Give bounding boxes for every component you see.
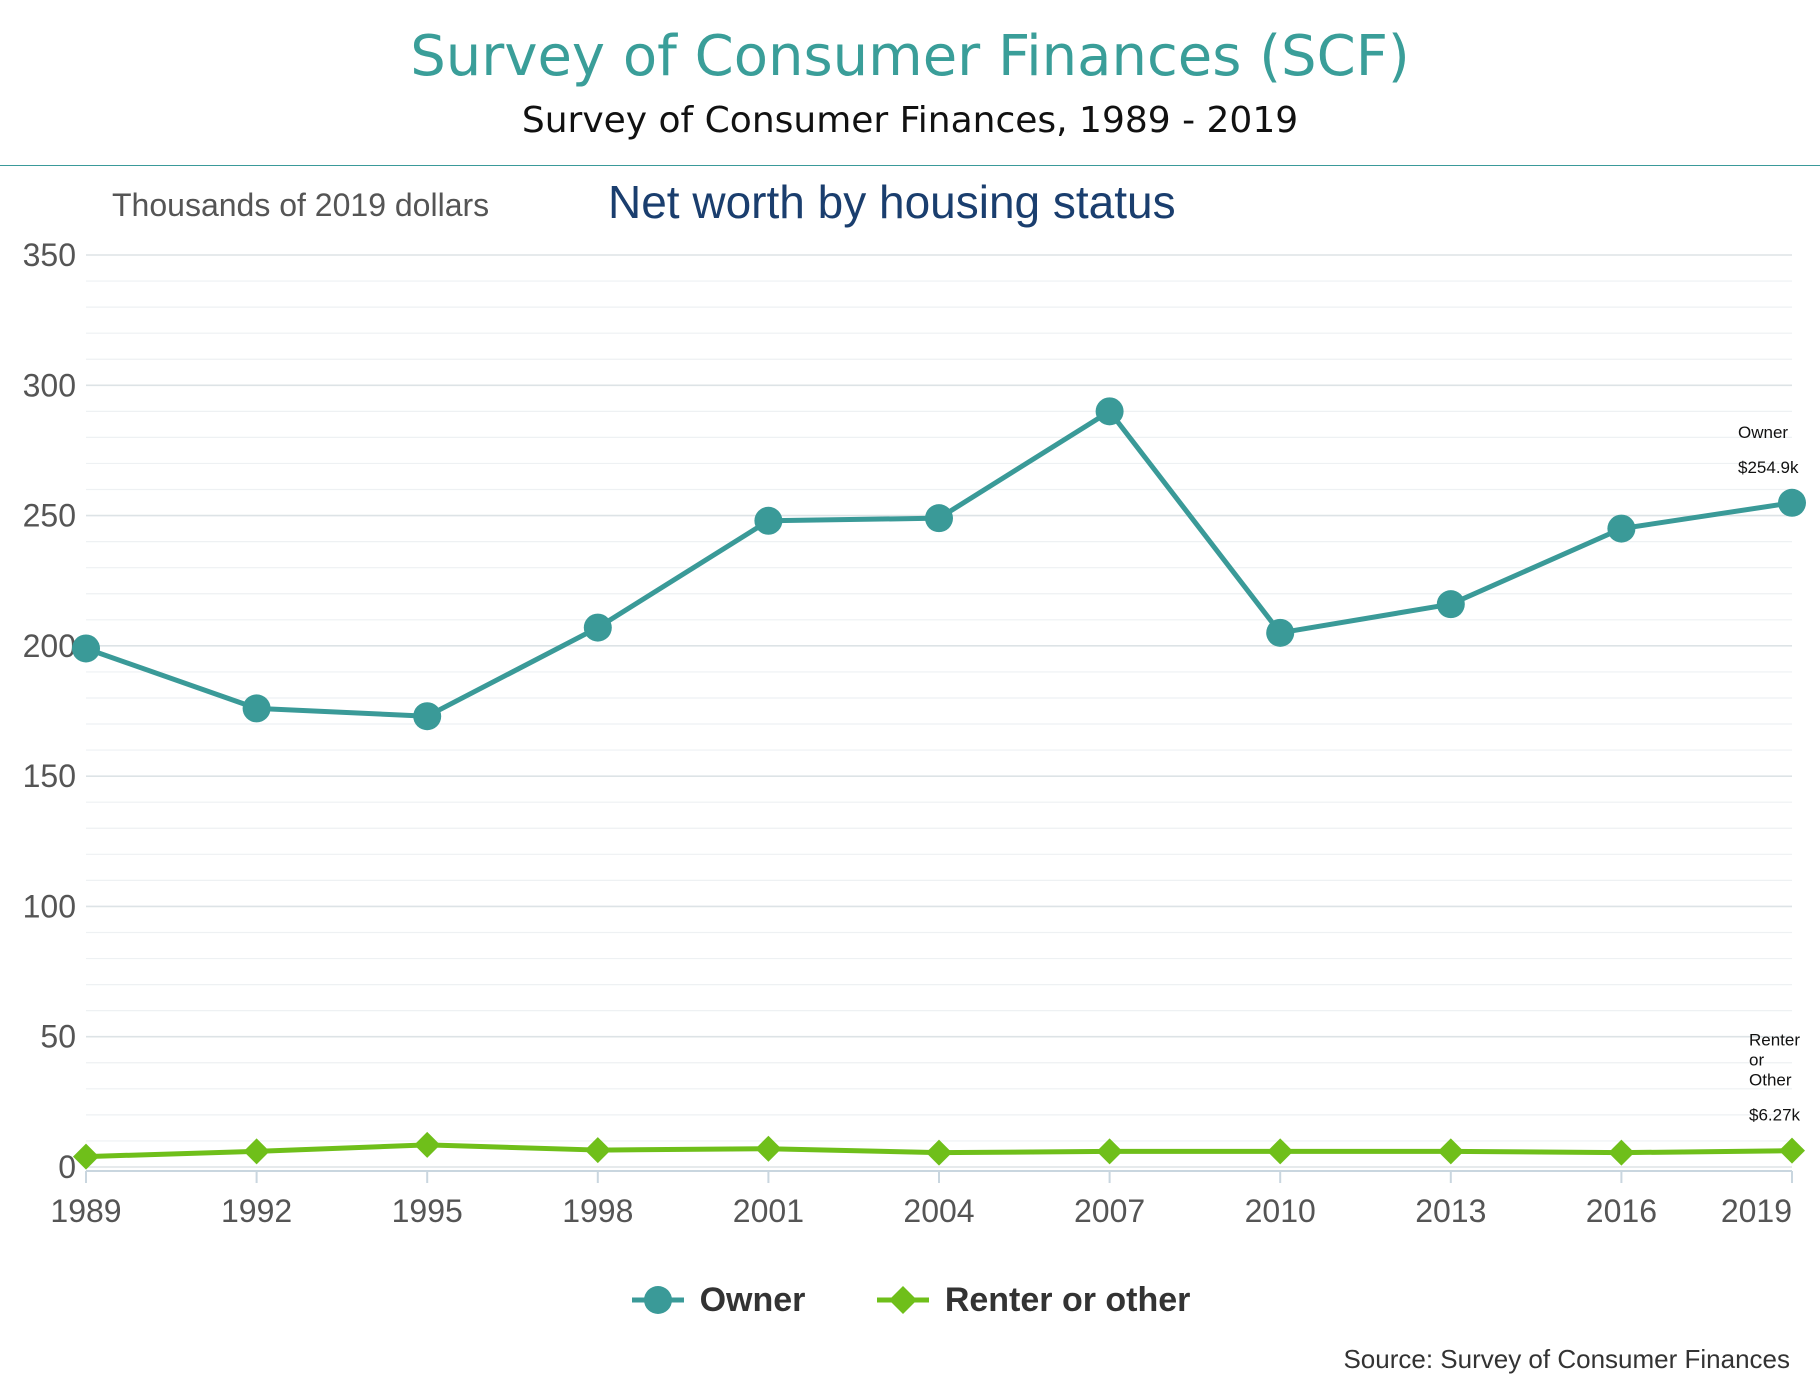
y-tick-label: 200 (23, 628, 76, 664)
end-label-value: $254.9k (1738, 458, 1799, 477)
end-label-name: Owner (1738, 423, 1788, 442)
data-point[interactable] (414, 1131, 441, 1158)
data-point[interactable] (73, 1143, 99, 1170)
y-tick-label: 250 (23, 498, 76, 534)
end-label-name: or (1749, 1051, 1764, 1070)
y-tick-label: 50 (40, 1019, 76, 1055)
data-point[interactable] (1267, 1138, 1294, 1165)
data-point[interactable] (926, 1139, 952, 1166)
page-header: Survey of Consumer Finances (SCF) Survey… (0, 0, 1820, 166)
y-tick-label: 350 (23, 237, 76, 273)
data-point[interactable] (1607, 514, 1636, 543)
series-owner (72, 397, 1806, 731)
x-tick-label: 2010 (1245, 1193, 1316, 1229)
data-point[interactable] (755, 1135, 782, 1162)
data-point[interactable] (242, 694, 271, 723)
grid-lines (85, 254, 1793, 1183)
data-point[interactable] (1608, 1139, 1635, 1166)
x-tick-label: 2001 (733, 1193, 804, 1229)
data-point[interactable] (925, 504, 953, 533)
data-point[interactable] (1436, 590, 1465, 619)
data-point[interactable] (1266, 618, 1295, 647)
data-point[interactable] (1096, 1138, 1123, 1165)
legend-label-renter: Renter or other (944, 1280, 1191, 1319)
line-chart: Thousands of 2019 dollars Net worth by h… (23, 176, 1806, 1229)
diamond-marker-icon (876, 1286, 929, 1314)
data-point[interactable] (1779, 1137, 1805, 1164)
x-tick-label: 2019 (1721, 1193, 1792, 1229)
y-axis-ticks: 0 50 100 150 200 250 300 350 (23, 237, 76, 1185)
data-point[interactable] (413, 702, 442, 731)
data-point[interactable] (583, 613, 612, 642)
end-label-name: Renter (1749, 1031, 1800, 1050)
circle-marker-icon (631, 1286, 684, 1314)
x-tick-label: 1992 (221, 1193, 292, 1229)
y-axis-label: Thousands of 2019 dollars (112, 187, 489, 223)
page-title: Survey of Consumer Finances (SCF) (410, 24, 1410, 89)
data-point[interactable] (1437, 1138, 1464, 1165)
x-tick-label: 2004 (903, 1193, 974, 1229)
x-axis-ticks: 1989 1992 1995 1998 2001 2004 2007 2010 2013 2016… (50, 1193, 1792, 1229)
y-tick-label: 150 (23, 758, 76, 794)
data-point[interactable] (1095, 397, 1124, 426)
end-label-value: $6.27k (1749, 1106, 1801, 1125)
page-subtitle: Survey of Consumer Finances, 1989 - 2019 (521, 100, 1299, 141)
data-point[interactable] (72, 634, 100, 663)
x-tick-label: 2016 (1586, 1193, 1657, 1229)
x-tick-label: 2007 (1074, 1193, 1145, 1229)
series-renter (73, 1131, 1805, 1170)
data-point[interactable] (243, 1138, 270, 1165)
y-tick-label: 0 (58, 1149, 76, 1185)
data-point[interactable] (1778, 488, 1806, 517)
end-label-name: Other (1749, 1071, 1792, 1090)
x-tick-label: 1995 (392, 1193, 463, 1229)
x-tick-label: 1998 (562, 1193, 633, 1229)
legend-label-owner: Owner (699, 1280, 806, 1319)
legend: Owner Renter or other (0, 1280, 1820, 1329)
x-tick-label: 1989 (50, 1193, 121, 1229)
y-tick-label: 100 (23, 888, 76, 924)
chart-title: Net worth by housing status (608, 176, 1176, 228)
source-note: Source: Survey of Consumer Finances (1343, 1344, 1790, 1374)
data-point[interactable] (754, 506, 783, 535)
data-point[interactable] (584, 1137, 611, 1164)
series (72, 397, 1806, 1170)
series-line (85, 408, 1793, 719)
x-tick-label: 2013 (1415, 1193, 1486, 1229)
legend-item-renter[interactable]: Renter or other (875, 1280, 1191, 1320)
y-tick-label: 300 (23, 367, 76, 403)
legend-item-owner[interactable]: Owner (630, 1280, 806, 1320)
